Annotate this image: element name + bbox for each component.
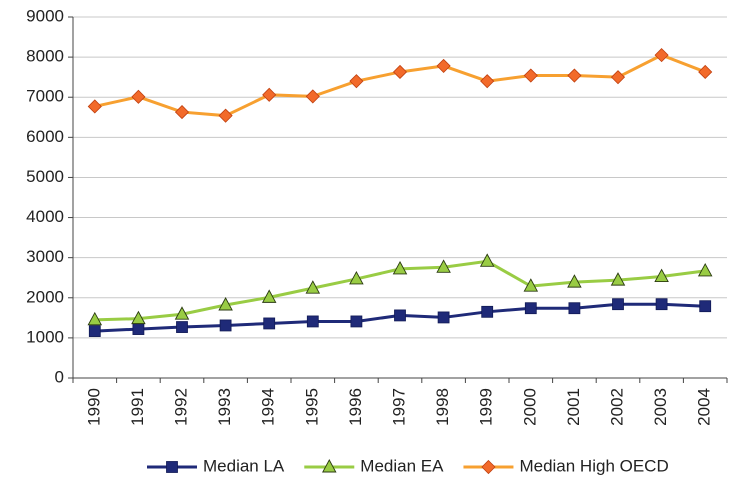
x-tick-label: 2001 (564, 388, 583, 426)
x-tick-label: 1996 (346, 388, 365, 426)
x-tick-label: 1990 (84, 388, 103, 426)
data-point (523, 68, 538, 83)
y-tick-label: 2000 (26, 287, 64, 306)
data-point (612, 298, 624, 311)
x-tick-label: 2004 (695, 388, 714, 426)
data-point (87, 311, 103, 326)
data-point (437, 311, 450, 324)
data-point (263, 317, 276, 330)
data-point (568, 302, 581, 315)
data-point (654, 48, 669, 63)
data-point (174, 306, 190, 320)
x-tick-label: 1991 (128, 388, 147, 426)
data-point (479, 253, 495, 267)
data-point (697, 262, 713, 277)
x-tick-label: 2002 (607, 388, 626, 426)
y-tick-label: 3000 (26, 247, 64, 266)
data-point (610, 272, 626, 286)
data-point (567, 274, 582, 288)
y-tick-label: 6000 (26, 127, 64, 146)
y-tick-label: 4000 (26, 207, 64, 226)
x-tick-label: 2003 (651, 388, 670, 426)
data-point (655, 298, 668, 311)
data-point (132, 323, 145, 335)
data-point (349, 74, 364, 89)
data-point (392, 260, 408, 275)
x-tick-label: 2000 (520, 388, 539, 426)
data-point (436, 58, 451, 74)
legend-marker (481, 459, 496, 475)
y-tick-label: 9000 (26, 6, 64, 25)
data-point (88, 325, 101, 337)
data-point (394, 309, 406, 322)
data-point (174, 104, 190, 120)
x-tick-label: 1995 (302, 388, 321, 426)
data-point (218, 297, 233, 311)
data-point (305, 89, 320, 104)
data-point (699, 300, 712, 313)
legend-label: Median LA (203, 456, 285, 475)
data-point (131, 310, 146, 325)
y-tick-label: 8000 (26, 47, 64, 66)
data-point (131, 89, 146, 104)
legend-label: Median High OECD (519, 456, 668, 475)
data-point (481, 305, 494, 318)
data-point (610, 70, 626, 85)
x-tick-label: 1992 (171, 388, 190, 426)
data-point (523, 278, 539, 292)
x-tick-label: 1999 (477, 388, 496, 426)
y-tick-label: 0 (55, 367, 64, 386)
data-point (261, 289, 277, 303)
data-point (306, 315, 319, 328)
legend-label: Median EA (360, 456, 444, 475)
data-point (262, 87, 277, 102)
x-tick-label: 1994 (259, 388, 278, 426)
series-line (94, 53, 706, 118)
x-tick-label: 1993 (215, 388, 234, 426)
legend-marker (166, 461, 178, 473)
data-point (176, 321, 188, 333)
y-tick-label: 7000 (26, 87, 64, 106)
data-point (524, 302, 537, 315)
data-point (305, 280, 321, 294)
data-point (392, 64, 408, 80)
data-point (436, 259, 451, 273)
data-point (87, 99, 102, 114)
x-tick-label: 1997 (389, 388, 408, 426)
data-point (567, 68, 582, 83)
data-point (698, 64, 713, 80)
data-point (218, 108, 233, 123)
data-point (349, 270, 364, 285)
data-point (219, 319, 232, 332)
x-tick-label: 1998 (433, 388, 452, 426)
y-tick-label: 1000 (26, 327, 64, 346)
data-point (350, 315, 363, 328)
data-point (654, 268, 669, 282)
legend-marker (322, 459, 337, 473)
y-tick-label: 5000 (26, 167, 64, 186)
data-point (480, 74, 495, 89)
